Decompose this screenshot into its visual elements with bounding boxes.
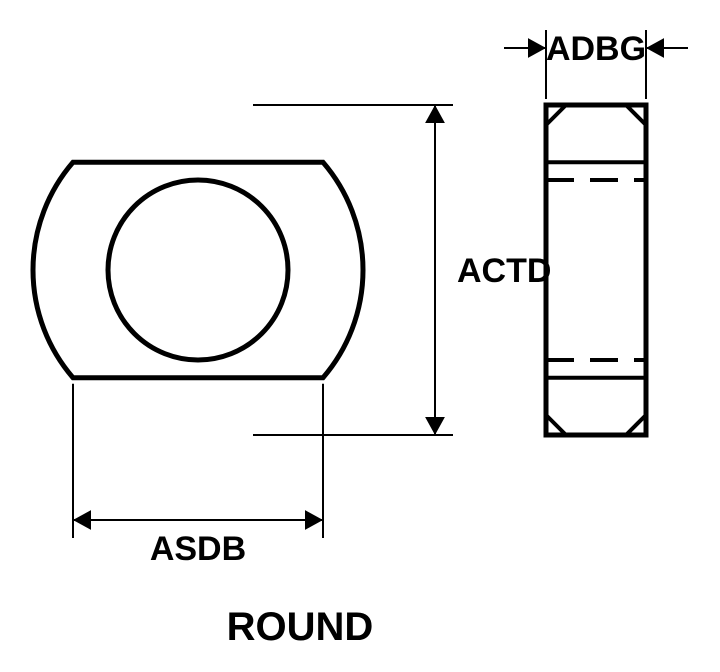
title: ROUND <box>227 605 374 649</box>
chamfer-line <box>626 415 646 435</box>
chamfer <box>0 0 105 626</box>
front-bore <box>108 180 288 360</box>
label-asdb: ASDB <box>150 530 246 568</box>
arrow-head <box>305 510 323 530</box>
chamfer <box>0 0 105 566</box>
arrow-head <box>425 105 445 123</box>
label-adbg: ADBG <box>546 30 646 68</box>
arrow-head <box>73 510 91 530</box>
chamfer <box>0 0 435 566</box>
chamfer-line <box>546 105 566 125</box>
side-outline <box>546 105 646 435</box>
chamfer-line <box>546 415 566 435</box>
chamfer-line <box>626 105 646 125</box>
label-actd: ACTD <box>457 252 551 290</box>
arrow-head <box>425 417 445 435</box>
arrow-head <box>528 38 546 58</box>
arrow-head <box>646 38 664 58</box>
front-outline <box>33 162 363 377</box>
